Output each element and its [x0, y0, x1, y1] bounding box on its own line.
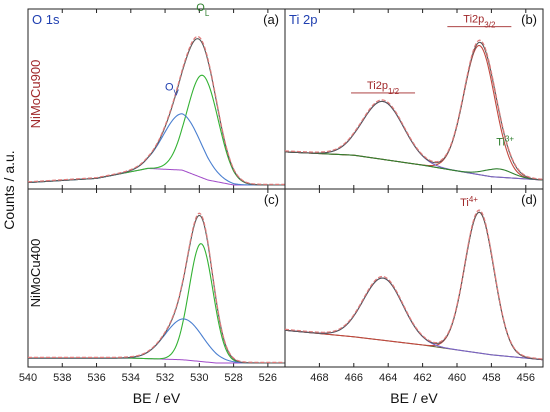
panel-a: (a) O 1s NiMoCu900 OL OV: [27, 2, 286, 190]
panel-d: 468 466 464 462 460 458 456 BE / eV (d) Ti4+: [284, 188, 544, 406]
panel-frame: [284, 188, 544, 368]
background-line: [284, 329, 544, 361]
x-tick-label: 468: [310, 372, 328, 384]
fit-envelope: [284, 41, 544, 181]
annotation: OV: [165, 82, 180, 98]
experimental-curve: [284, 209, 544, 360]
annotation: Ti4+: [460, 194, 478, 209]
panel-frame: [27, 8, 286, 190]
panel-c: 540 538 536 534 532 530 528 526 BE / eV (c) NiMoCu…: [19, 188, 286, 406]
fit-envelope: [28, 214, 285, 364]
x-tick-label: 464: [379, 372, 397, 384]
x-tick-label: 528: [224, 372, 242, 384]
peak-ti2p3-2: [284, 45, 544, 181]
y-axis-title: Counts / a.u.: [1, 150, 17, 229]
panel-letter: (a): [263, 12, 279, 27]
x-tick-label: 462: [413, 372, 431, 384]
peak-o-v: [27, 113, 285, 186]
x-tick-label: 526: [259, 372, 277, 384]
experimental-curve: [27, 35, 285, 185]
region-label: O 1s: [32, 12, 60, 27]
x-tick-label: 466: [345, 372, 363, 384]
x-tick-label: 540: [19, 372, 37, 384]
x-tick-label: 536: [87, 372, 105, 384]
panel-letter: (d): [521, 192, 537, 207]
panel-letter: (c): [264, 192, 279, 207]
peak-ti4-: [284, 211, 544, 361]
annotation: OL: [196, 2, 210, 17]
experimental-curve: [28, 212, 285, 363]
x-tick-label: 456: [517, 372, 535, 384]
x-axis-title: BE / eV: [390, 390, 438, 406]
x-tick-label: 530: [190, 372, 208, 384]
x-tick-label: 458: [482, 372, 500, 384]
x-axis-title: BE / eV: [133, 390, 181, 406]
x-tick-label: 538: [53, 372, 71, 384]
sample-label: NiMoCu400: [28, 239, 43, 308]
panel-frame: [27, 188, 286, 368]
x-tick-label: 460: [448, 372, 466, 384]
peak-o-v: [28, 318, 285, 364]
peak-ti2p1-2: [284, 277, 544, 361]
sample-label: NiMoCu900: [28, 60, 43, 129]
background-line: [284, 151, 544, 181]
region-label: Ti 2p: [289, 12, 317, 27]
x-tick-label: 532: [156, 372, 174, 384]
x-tick-label: 534: [122, 372, 140, 384]
experimental-curve: [284, 39, 544, 180]
panel-letter: (b): [521, 12, 537, 27]
panel-frame: [284, 8, 544, 190]
fit-envelope: [284, 211, 544, 361]
fit-envelope: [27, 38, 285, 186]
peak-ti3-: [284, 151, 544, 181]
